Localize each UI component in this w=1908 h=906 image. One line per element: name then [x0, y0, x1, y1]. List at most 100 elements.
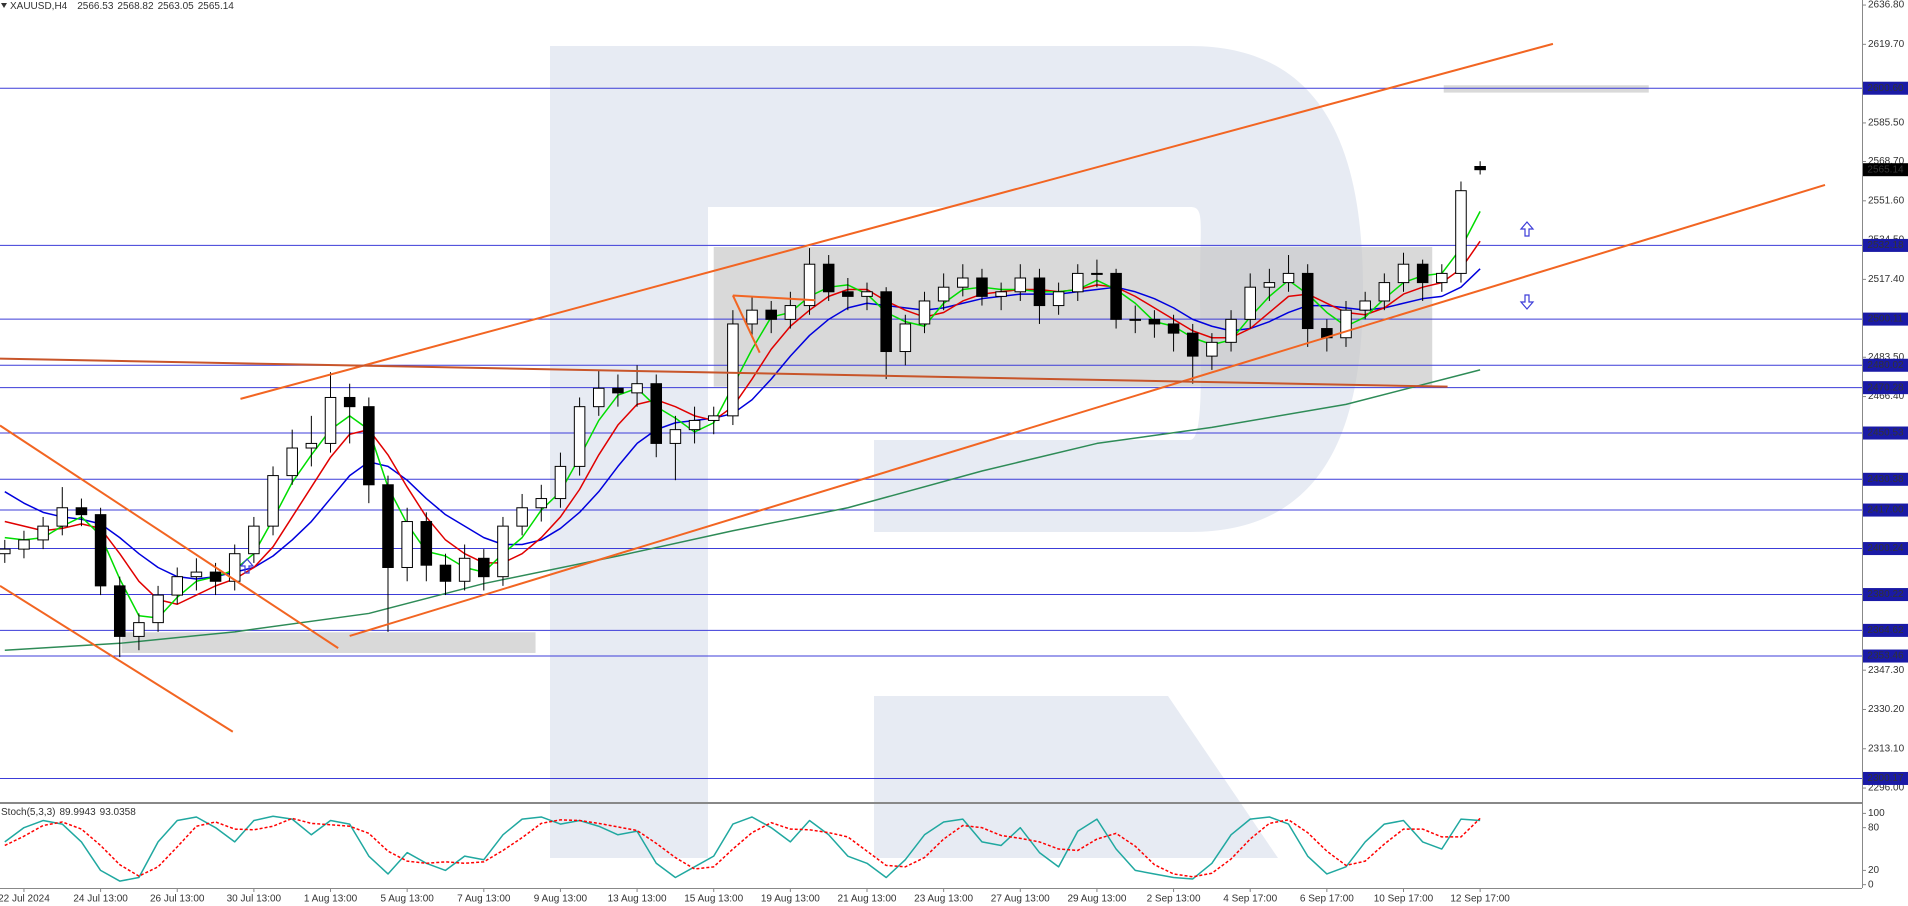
- x-tick-label: 7 Aug 13:00: [457, 894, 511, 905]
- candle-body: [1033, 277, 1046, 307]
- trend-line: [349, 183, 1826, 637]
- x-tick-label: 5 Aug 13:00: [380, 894, 434, 905]
- stoch-pane: [4, 815, 1481, 882]
- candle-body: [612, 387, 624, 394]
- x-tick-label: 10 Sep 17:00: [1374, 894, 1434, 905]
- watermark-leg: [874, 696, 1278, 858]
- candle-body: [899, 323, 912, 353]
- y-tick-label: 0: [1868, 879, 1874, 890]
- x-tick-label: 19 Aug 13:00: [761, 894, 820, 905]
- trend-line: [0, 424, 339, 649]
- x-tick-label: 1 Aug 13:00: [304, 894, 358, 905]
- last-price-label: 2565.14: [1867, 164, 1904, 175]
- candle-body: [56, 507, 69, 527]
- candle-body: [918, 300, 931, 325]
- level-label: 2353.46: [1867, 651, 1904, 662]
- stoch-main-value: 89.9943: [59, 807, 96, 818]
- header: XAUUSD,H4 2566.53 2568.82 2563.05 2565.14: [10, 1, 234, 12]
- candle-body: [880, 291, 892, 353]
- candle-body: [0, 548, 11, 555]
- candle-body: [1014, 277, 1027, 293]
- candle-body: [152, 594, 164, 624]
- level-label: 2470.28: [1867, 382, 1904, 393]
- candle-body: [1052, 291, 1065, 307]
- stoch-title: Stoch(5,3,3): [1, 807, 55, 818]
- y-tick-label: 2313.10: [1868, 743, 1905, 754]
- candle-body: [631, 383, 643, 394]
- level-label: 2364.62: [1867, 625, 1904, 636]
- candle-body: [439, 564, 452, 582]
- candle-body: [363, 406, 375, 486]
- candle-body: [1110, 272, 1122, 320]
- x-tick-label: 26 Jul 13:00: [150, 894, 205, 905]
- y-tick-label: 2585.50: [1868, 118, 1905, 129]
- candle-body: [784, 305, 797, 320]
- arrow-down: [1519, 294, 1535, 310]
- candle-body: [1244, 286, 1256, 320]
- y-tick-label: 20: [1868, 865, 1880, 876]
- x-tick-label: 22 Jul 2024: [0, 894, 50, 905]
- level-label-box: [1863, 649, 1908, 663]
- candle-body: [650, 383, 663, 444]
- candle-body: [1129, 318, 1142, 321]
- stoch-signal-value: 93.0358: [100, 807, 137, 818]
- last-price-box: [1863, 163, 1908, 177]
- price-pane: [0, 42, 1862, 779]
- candle-body: [727, 323, 739, 417]
- candle-body: [1263, 282, 1276, 288]
- level-label-box: [1863, 472, 1908, 486]
- level-label: 2430.38: [1867, 474, 1904, 485]
- series-line: [4, 369, 1481, 651]
- level-label: 2400.24: [1867, 543, 1904, 554]
- level-label-box: [1863, 381, 1908, 395]
- x-tick-label: 15 Aug 13:00: [684, 894, 743, 905]
- y-tick-label: 2296.00: [1868, 783, 1905, 794]
- candle-body: [37, 525, 49, 541]
- candle-body: [1071, 272, 1084, 293]
- level-label-box: [1863, 312, 1908, 326]
- x-tick-label: 6 Sep 17:00: [1300, 894, 1354, 905]
- x-tick-label: 13 Aug 13:00: [608, 894, 667, 905]
- x-tick-label: 23 Aug 13:00: [914, 894, 973, 905]
- candle-body: [803, 263, 816, 307]
- candle-body: [324, 396, 337, 444]
- level-label: 2300.17: [1867, 773, 1904, 784]
- trend-line: [731, 295, 761, 354]
- y-tick-label: 80: [1868, 822, 1880, 833]
- level-label: 2480.02: [1867, 360, 1904, 371]
- candle-body: [1416, 263, 1429, 284]
- candle-body: [842, 291, 854, 297]
- y-tick-label: 2568.70: [1868, 156, 1905, 167]
- candle-body: [401, 521, 413, 568]
- candle-body: [382, 484, 394, 568]
- candle-body: [478, 557, 490, 578]
- level-label-box: [1863, 623, 1908, 637]
- candle-body: [343, 396, 356, 408]
- candle-body: [1340, 309, 1352, 339]
- x-tick-label: 4 Sep 17:00: [1223, 894, 1277, 905]
- open: 2566.53: [77, 1, 114, 12]
- arrow-up: [239, 558, 255, 574]
- series-line: [4, 815, 1481, 882]
- candle-body: [765, 309, 777, 320]
- candle-body: [669, 429, 682, 444]
- candle-body: [937, 286, 950, 302]
- candle-body: [995, 291, 1007, 297]
- high: 2568.82: [117, 1, 154, 12]
- y-tick-label: 100: [1868, 808, 1885, 819]
- candle-body: [113, 585, 126, 637]
- candle-body: [248, 525, 260, 555]
- level-label-box: [1863, 81, 1908, 95]
- x-tick-label: 29 Aug 13:00: [1067, 894, 1126, 905]
- candle-body: [1474, 166, 1486, 171]
- candle-body: [573, 406, 586, 467]
- candle-body: [822, 263, 835, 293]
- candle-body: [305, 442, 318, 449]
- candle-body: [1148, 318, 1161, 325]
- candle-body: [133, 622, 145, 637]
- trend-line: [732, 294, 816, 302]
- y-tick-label: 2483.50: [1868, 352, 1905, 363]
- level-label-box: [1863, 503, 1908, 517]
- y-tick-label: 2636.80: [1868, 0, 1905, 11]
